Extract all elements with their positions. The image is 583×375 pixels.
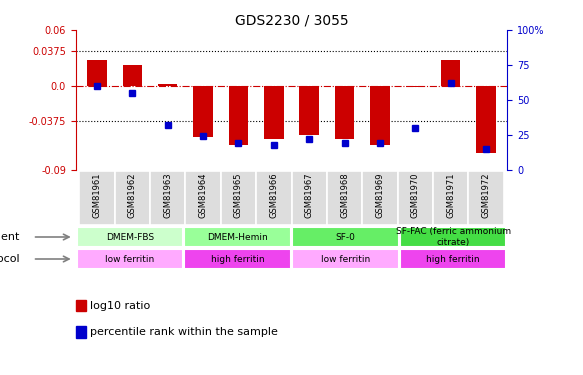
Title: GDS2230 / 3055: GDS2230 / 3055: [235, 13, 348, 27]
Bar: [370, 86, 389, 145]
FancyBboxPatch shape: [79, 171, 115, 225]
Text: high ferritin: high ferritin: [211, 255, 264, 264]
FancyBboxPatch shape: [362, 171, 398, 225]
Text: GSM81962: GSM81962: [128, 172, 137, 218]
Text: GSM81965: GSM81965: [234, 172, 243, 218]
Text: SF-FAC (ferric ammonium
citrate): SF-FAC (ferric ammonium citrate): [396, 227, 511, 247]
FancyBboxPatch shape: [292, 171, 327, 225]
Bar: [300, 86, 319, 135]
FancyBboxPatch shape: [400, 226, 507, 248]
Text: GSM81966: GSM81966: [269, 172, 278, 218]
Bar: [441, 60, 461, 86]
Text: GSM81968: GSM81968: [340, 172, 349, 218]
FancyBboxPatch shape: [433, 171, 468, 225]
Text: high ferritin: high ferritin: [427, 255, 480, 264]
FancyBboxPatch shape: [115, 171, 150, 225]
FancyBboxPatch shape: [76, 226, 183, 248]
FancyBboxPatch shape: [256, 171, 292, 225]
Bar: [87, 60, 107, 86]
Bar: [194, 86, 213, 137]
Text: GSM81970: GSM81970: [411, 172, 420, 218]
Text: GSM81964: GSM81964: [199, 172, 208, 218]
FancyBboxPatch shape: [150, 171, 185, 225]
Text: GSM81969: GSM81969: [375, 172, 384, 218]
Text: DMEM-FBS: DMEM-FBS: [106, 232, 154, 242]
Bar: [406, 86, 425, 87]
FancyBboxPatch shape: [400, 249, 507, 269]
FancyBboxPatch shape: [327, 171, 362, 225]
Text: GSM81961: GSM81961: [93, 172, 101, 218]
Bar: [229, 86, 248, 145]
Text: low ferritin: low ferritin: [105, 255, 154, 264]
Text: GSM81967: GSM81967: [305, 172, 314, 218]
Bar: [122, 66, 142, 86]
Bar: [335, 86, 354, 139]
Bar: [158, 84, 177, 86]
Text: growth protocol: growth protocol: [0, 254, 20, 264]
FancyBboxPatch shape: [292, 226, 399, 248]
FancyBboxPatch shape: [468, 171, 504, 225]
Text: agent: agent: [0, 232, 20, 242]
FancyBboxPatch shape: [184, 226, 291, 248]
Text: low ferritin: low ferritin: [321, 255, 370, 264]
Bar: [476, 86, 496, 153]
Text: percentile rank within the sample: percentile rank within the sample: [90, 327, 278, 337]
Text: GSM81971: GSM81971: [446, 172, 455, 218]
Text: SF-0: SF-0: [335, 232, 356, 242]
FancyBboxPatch shape: [221, 171, 256, 225]
Text: GSM81963: GSM81963: [163, 172, 172, 218]
FancyBboxPatch shape: [184, 249, 291, 269]
Text: DMEM-Hemin: DMEM-Hemin: [207, 232, 268, 242]
Text: GSM81972: GSM81972: [482, 172, 490, 218]
FancyBboxPatch shape: [185, 171, 221, 225]
FancyBboxPatch shape: [76, 249, 183, 269]
Text: log10 ratio: log10 ratio: [90, 301, 150, 310]
Bar: [264, 86, 283, 139]
FancyBboxPatch shape: [292, 249, 399, 269]
FancyBboxPatch shape: [398, 171, 433, 225]
